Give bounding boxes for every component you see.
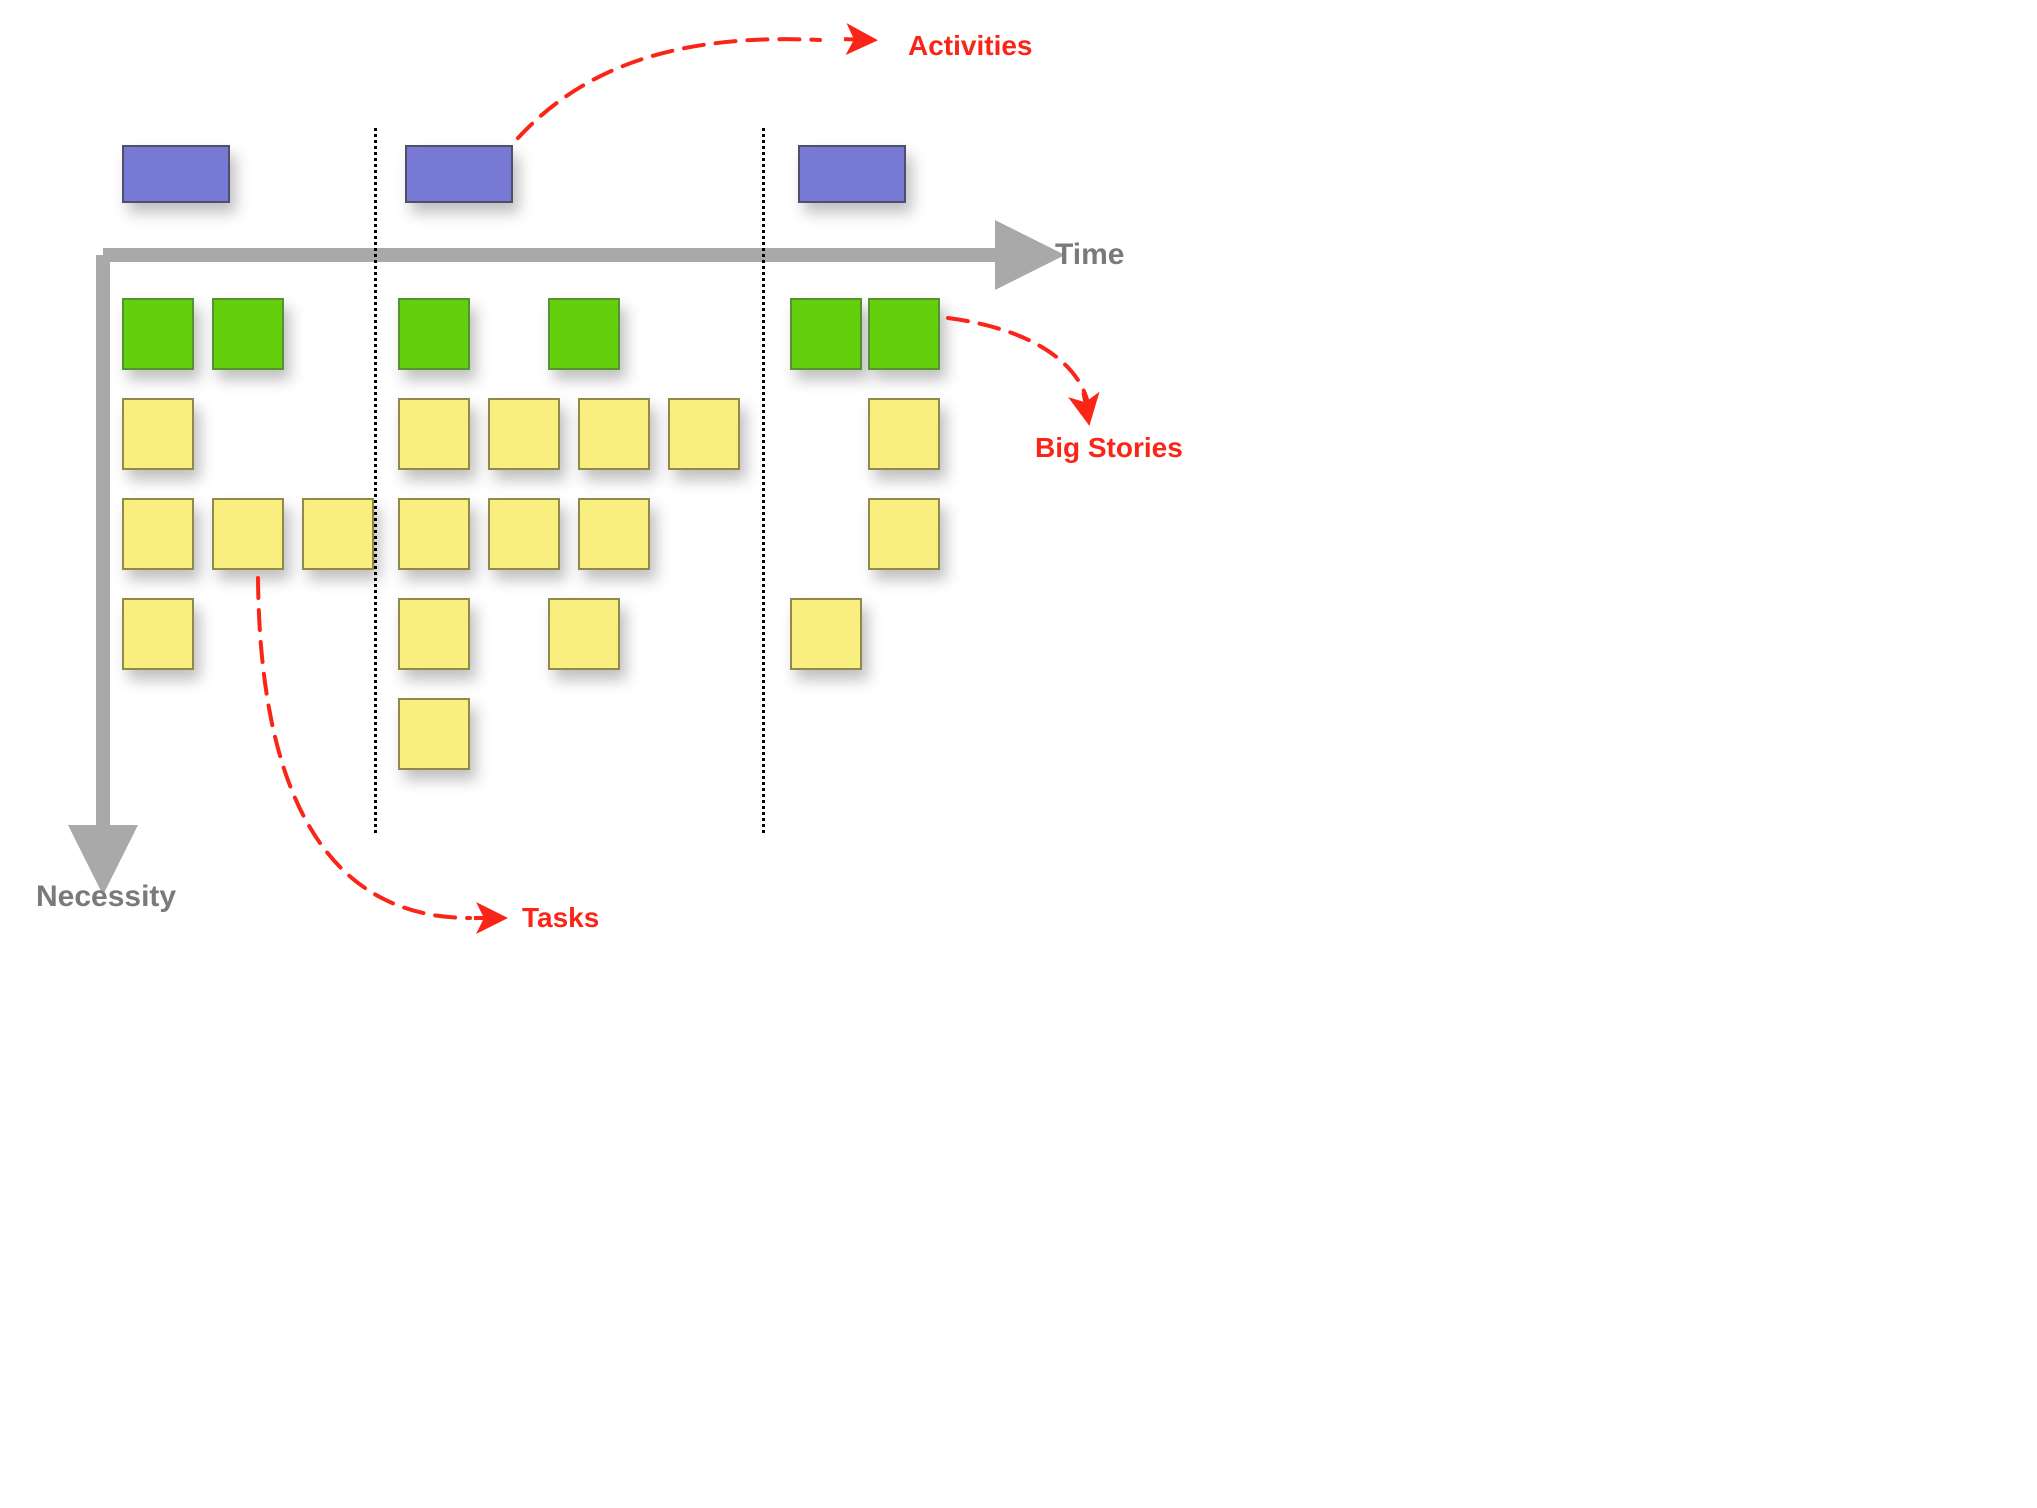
axis-x-label: Time [1055,238,1124,272]
task-card [548,598,620,670]
section-divider [762,128,765,833]
callout-tasks-label: Tasks [522,902,599,934]
task-card [868,398,940,470]
activity-card [405,145,513,203]
callout-activities-label: Activities [908,30,1033,62]
task-card [398,498,470,570]
task-card [302,498,374,570]
activity-card [122,145,230,203]
task-card [790,598,862,670]
task-card [488,498,560,570]
task-card [668,398,740,470]
callout-bigstories-label: Big Stories [1035,432,1183,464]
section-divider [374,128,377,833]
task-card [122,598,194,670]
diagram-canvas: Time Necessity Activities Big Stories Ta… [0,0,1280,948]
annotations-layer [0,0,1280,948]
bigstory-card [122,298,194,370]
task-card [122,498,194,570]
task-card [398,698,470,770]
bigstory-card [398,298,470,370]
task-card [488,398,560,470]
bigstory-card [790,298,862,370]
bigstory-card [868,298,940,370]
task-card [578,498,650,570]
bigstory-card [212,298,284,370]
task-card [212,498,284,570]
axes-layer [0,0,1280,948]
axis-y-label: Necessity [36,880,176,914]
task-card [578,398,650,470]
bigstory-card [548,298,620,370]
task-card [398,598,470,670]
activity-card [798,145,906,203]
task-card [122,398,194,470]
task-card [398,398,470,470]
task-card [868,498,940,570]
